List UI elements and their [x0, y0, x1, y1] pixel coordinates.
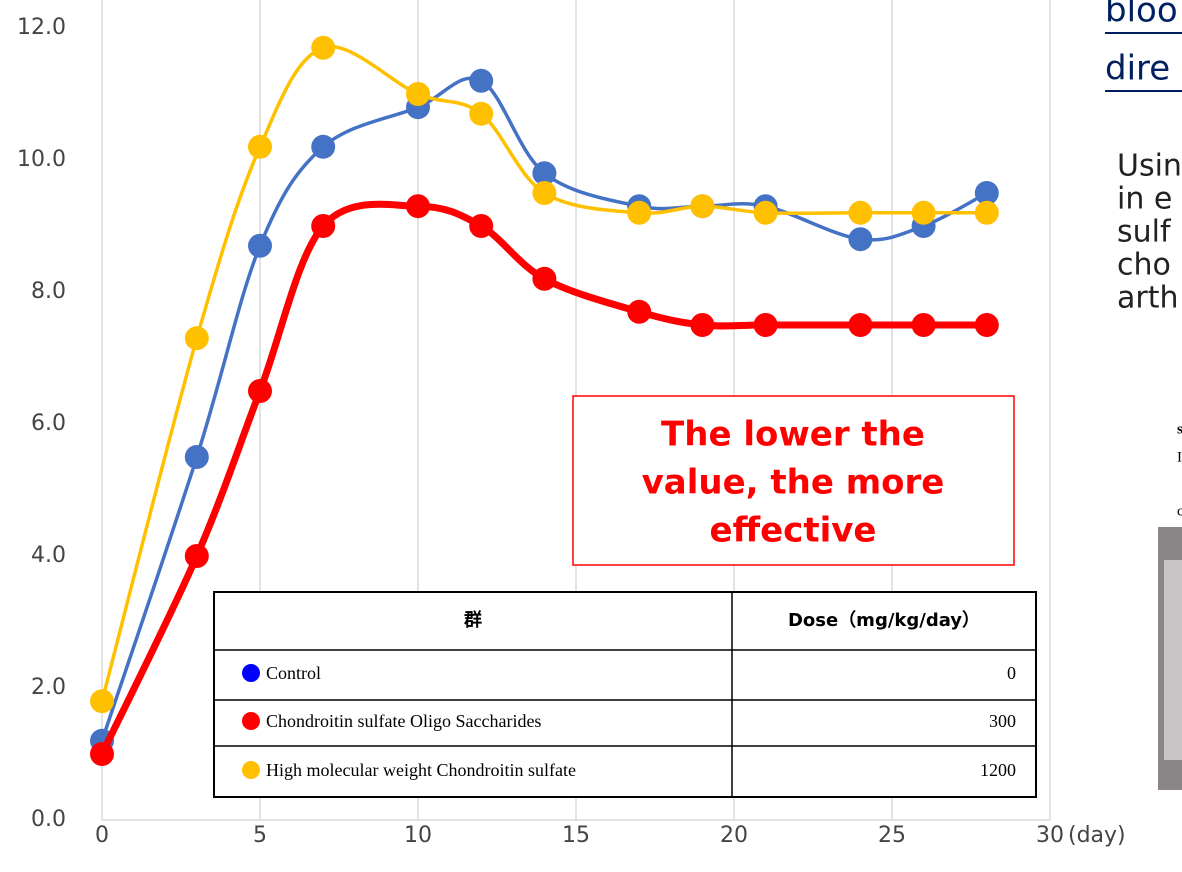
data-point: [184, 326, 209, 351]
side-body: cho: [1117, 248, 1171, 283]
legend-dot: [242, 712, 260, 730]
data-point: [848, 200, 873, 225]
annotation: The lower the: [661, 415, 925, 455]
data-point: [848, 313, 873, 337]
photo-detail: [1164, 560, 1182, 760]
annotation: value, the more: [642, 463, 945, 503]
data-point: [911, 200, 936, 225]
data-point: [184, 445, 209, 469]
data-point: [532, 161, 557, 186]
data-point: [974, 181, 999, 205]
legend-label: High molecular weight Chondroitin sulfat…: [266, 760, 576, 780]
y-tick-label: 4.0: [31, 543, 66, 568]
data-point: [532, 266, 557, 291]
x-tick-label: 15: [562, 823, 590, 848]
side-body: sulf: [1117, 215, 1172, 250]
dose: 0: [1007, 663, 1016, 683]
data-point: [248, 233, 272, 258]
y-tick-label: 8.0: [31, 279, 66, 304]
data-point: [627, 299, 652, 324]
side-heading: bloo: [1105, 0, 1178, 31]
data-point: [90, 742, 114, 766]
data-point: [532, 181, 557, 205]
y-tick-label: 2.0: [31, 675, 66, 700]
side-body: arth: [1117, 281, 1179, 316]
annotation-box: [572, 395, 1015, 566]
table: [213, 591, 1037, 798]
dose: 300: [989, 711, 1016, 731]
side-body: Usin: [1117, 149, 1182, 184]
legend-dot: [242, 761, 260, 779]
x-tick-label: 25: [878, 823, 906, 848]
x-tick-label: 10: [404, 823, 432, 848]
side-heading: dire: [1105, 49, 1170, 89]
side-body: in e: [1117, 182, 1172, 217]
table-header: 群: [464, 609, 482, 631]
x-tick-label: 0: [95, 823, 109, 848]
data-point: [469, 101, 494, 126]
y-tick-label: 10.0: [17, 147, 66, 172]
y-tick-label: 12.0: [17, 15, 66, 40]
data-point: [311, 35, 336, 60]
legend-label: Chondroitin sulfate Oligo Saccharides: [266, 711, 541, 731]
data-point: [406, 194, 430, 219]
y-tick-label: 0.0: [31, 807, 66, 832]
legend-dot: [242, 664, 260, 682]
data-point: [753, 200, 778, 225]
data-point: [311, 214, 336, 238]
dose: 1200: [980, 760, 1016, 780]
data-point: [469, 68, 494, 93]
data-point: [311, 134, 336, 159]
data-point: [974, 200, 999, 225]
data-point: [627, 200, 652, 225]
annotation: effective: [710, 511, 877, 551]
data-point: [753, 313, 778, 337]
data-point: [248, 379, 272, 403]
data-point: [184, 544, 209, 568]
data-point: [848, 227, 873, 252]
x-tick-label: 20: [720, 823, 748, 848]
data-point: [406, 82, 430, 106]
x-tick-label: 5: [253, 823, 267, 848]
data-point: [248, 134, 272, 159]
data-point: [90, 689, 114, 714]
x-axis-label: (day): [1068, 823, 1126, 848]
table-header: Dose（mg/kg/day）: [788, 610, 980, 631]
side-caption: c: [1177, 503, 1182, 519]
y-tick-label: 6.0: [31, 411, 66, 436]
data-point: [974, 313, 999, 337]
legend-label: Control: [266, 663, 321, 683]
data-point: [469, 214, 494, 238]
data-point: [690, 313, 715, 337]
series-line: [100, 76, 988, 742]
data-point: [911, 313, 936, 337]
side-caption: s: [1177, 421, 1182, 437]
x-tick-label: 30: [1036, 823, 1064, 848]
data-point: [690, 194, 715, 219]
side-caption: I: [1177, 449, 1182, 465]
